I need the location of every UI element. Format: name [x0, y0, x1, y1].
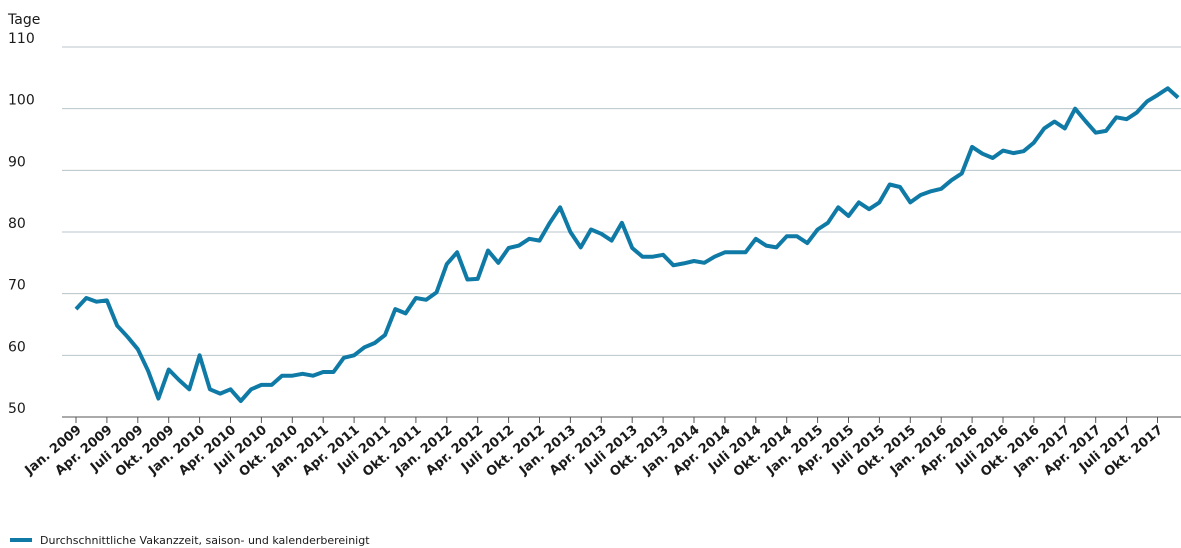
- y-tick-label: 60: [8, 339, 26, 355]
- y-tick-label: 50: [8, 401, 26, 417]
- y-tick-label: 70: [8, 278, 26, 294]
- y-axis-label: Tage: [7, 12, 40, 28]
- y-tick-label: 100: [8, 93, 35, 109]
- data-line: [74, 86, 1180, 403]
- y-tick-label: 80: [8, 216, 26, 232]
- y-tick-label: 90: [8, 154, 26, 170]
- y-tick-label: 110: [8, 31, 35, 47]
- legend-label: Durchschnittliche Vakanzzeit, saison- un…: [40, 534, 370, 547]
